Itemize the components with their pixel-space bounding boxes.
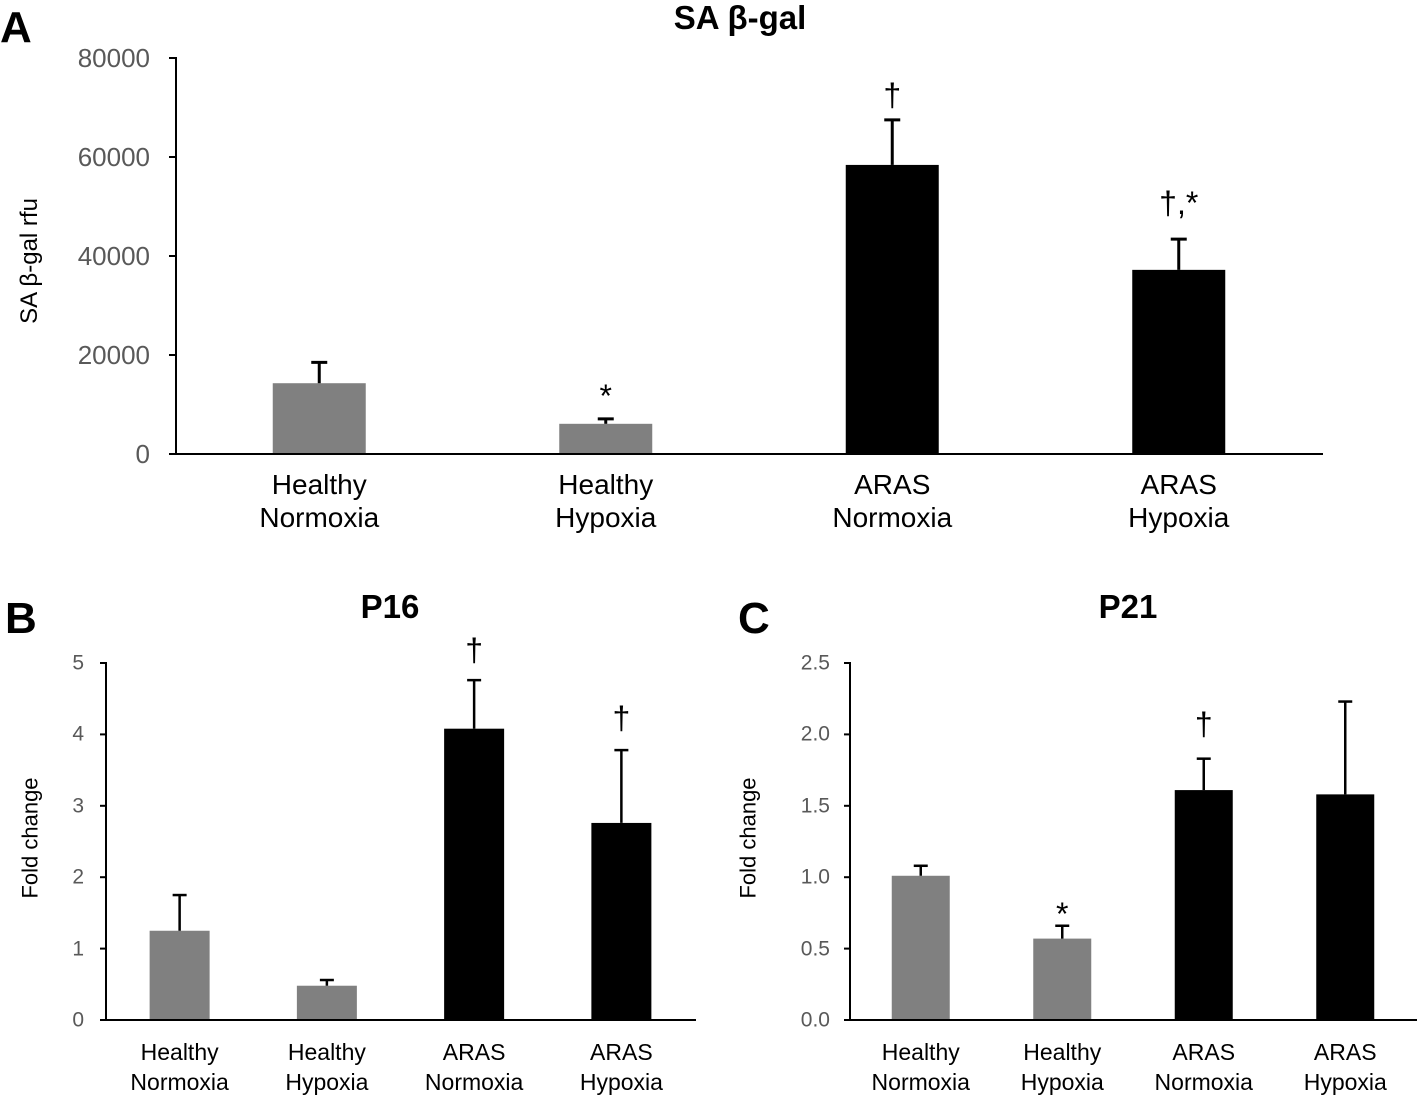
- y-tick-label: 1.0: [800, 865, 830, 889]
- category-label-healthy-hypoxia: Healthy Hypoxia: [1020, 1039, 1104, 1095]
- bar-aras-normoxia: [1174, 790, 1233, 1020]
- y-tick-label: 1: [72, 937, 84, 961]
- bar-healthy-hypoxia: [1033, 938, 1092, 1020]
- panel-a-plot-area: [169, 57, 1323, 455]
- panel-letter: A: [0, 3, 32, 52]
- bar-healthy-normoxia: [149, 930, 210, 1020]
- y-tick-label: 1.5: [800, 794, 830, 818]
- category-label-healthy-normoxia: Healthy Normoxia: [871, 1039, 970, 1095]
- category-label-aras-hypoxia: ARAS Hypoxia: [1128, 469, 1230, 533]
- panel-letter: C: [738, 594, 770, 643]
- y-axis-label: Fold change: [17, 777, 43, 899]
- bar-healthy-hypoxia: [559, 423, 653, 454]
- significance-marker-aras-normoxia: †: [465, 632, 484, 668]
- category-label-aras-hypoxia: ARAS Hypoxia: [579, 1039, 663, 1095]
- y-tick-label: 3: [72, 794, 84, 818]
- chart-title: SA β-gal: [673, 0, 807, 36]
- significance-marker-healthy-hypoxia: *: [599, 378, 612, 414]
- panel-letter: B: [5, 594, 37, 643]
- y-tick-label: 0.5: [800, 937, 830, 961]
- significance-marker-healthy-hypoxia: *: [1056, 896, 1069, 932]
- y-tick-label: 2.5: [800, 651, 830, 675]
- y-tick-label: 40000: [77, 241, 150, 271]
- bar-healthy-hypoxia: [296, 985, 357, 1020]
- significance-marker-aras-hypoxia: †: [612, 700, 631, 736]
- y-tick-label: 0.0: [800, 1008, 830, 1032]
- panel-a: A SA β-gal SA β-gal rfu Healthy Normoxia…: [0, 0, 1418, 545]
- category-label-healthy-hypoxia: Healthy Hypoxia: [555, 469, 657, 533]
- bar-aras-hypoxia: [1132, 269, 1226, 454]
- bar-healthy-normoxia: [891, 875, 950, 1020]
- y-tick-label: 5: [72, 651, 84, 675]
- category-label-aras-normoxia: ARAS Normoxia: [424, 1039, 524, 1095]
- y-tick-label: 4: [72, 722, 84, 746]
- bar-aras-normoxia: [444, 728, 505, 1020]
- panel-c-plot-area: [844, 662, 1417, 1021]
- panel-c: C P21 Fold change Healthy Normoxia Health…: [718, 580, 1418, 1098]
- significance-marker-aras-hypoxia: †,*: [1159, 185, 1199, 221]
- y-tick-label: 0: [72, 1008, 84, 1032]
- significance-marker-aras-normoxia: †: [883, 77, 902, 113]
- significance-marker-aras-normoxia: †: [1194, 706, 1213, 742]
- y-tick-label: 60000: [77, 142, 150, 172]
- bar-aras-normoxia: [845, 164, 939, 455]
- chart-title: P21: [1098, 588, 1158, 625]
- chart-title: P16: [360, 588, 420, 625]
- category-label-aras-normoxia: ARAS Normoxia: [832, 469, 953, 533]
- y-axis-label: Fold change: [735, 777, 761, 899]
- category-label-aras-normoxia: ARAS Normoxia: [1154, 1039, 1253, 1095]
- bar-aras-hypoxia: [1316, 794, 1375, 1020]
- y-tick-label: 2.0: [800, 722, 830, 746]
- y-axis-label: SA β-gal rfu: [16, 198, 44, 324]
- bar-aras-hypoxia: [591, 822, 652, 1020]
- panel-b-plot-area: [100, 662, 696, 1021]
- category-label-healthy-hypoxia: Healthy Hypoxia: [285, 1039, 369, 1095]
- y-tick-label: 0: [135, 439, 150, 469]
- y-tick-label: 80000: [77, 43, 150, 73]
- category-label-aras-hypoxia: ARAS Hypoxia: [1303, 1039, 1387, 1095]
- panel-b: B P16 Fold change Healthy Normoxia Health…: [0, 580, 718, 1098]
- category-label-healthy-normoxia: Healthy Normoxia: [259, 469, 380, 533]
- y-tick-label: 2: [72, 865, 84, 889]
- bar-healthy-normoxia: [272, 383, 366, 454]
- category-label-healthy-normoxia: Healthy Normoxia: [130, 1039, 229, 1095]
- y-tick-label: 20000: [77, 340, 150, 370]
